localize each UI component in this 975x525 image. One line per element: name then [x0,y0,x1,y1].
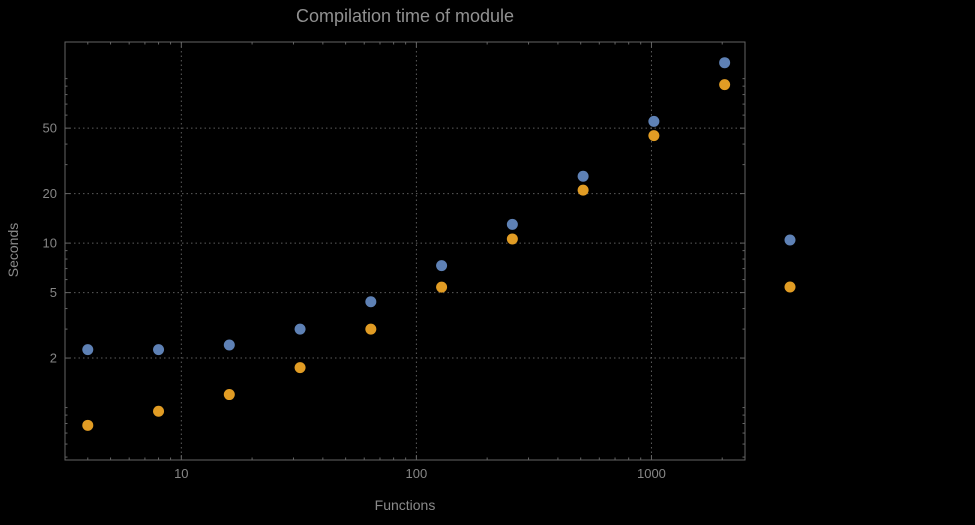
chart-title: Compilation time of module [295,6,515,26]
legend-marker-series-2 [784,281,796,293]
x-tick-label: 100 [406,466,428,481]
x-axis-label: Functions [374,497,436,513]
plot-frame [64,41,746,461]
data-point-series-1 [719,57,731,69]
data-point-series-1 [223,339,235,351]
data-point-series-1 [577,170,589,182]
data-point-series-1 [436,260,448,272]
data-point-series-1 [365,296,377,308]
y-tick-label: 20 [43,186,57,201]
data-point-series-2 [294,362,306,374]
data-point-series-2 [436,281,448,293]
data-point-series-2 [506,233,518,245]
y-tick-label: 50 [43,121,57,136]
legend-marker-series-1 [784,234,796,246]
data-point-series-1 [648,115,660,127]
data-point-series-1 [294,323,306,335]
x-tick-label: 1000 [637,466,666,481]
data-point-series-1 [506,218,518,230]
y-tick-label: 10 [43,236,57,251]
y-tick-label: 2 [50,351,57,366]
x-tick-label: 10 [174,466,188,481]
data-point-series-2 [577,184,589,196]
data-point-series-2 [223,389,235,401]
data-point-series-2 [82,419,94,431]
data-point-series-2 [153,405,165,417]
data-point-series-1 [82,344,94,356]
data-point-series-1 [153,344,165,356]
y-tick-label: 5 [50,285,57,300]
data-point-series-2 [719,79,731,91]
data-point-series-2 [365,323,377,335]
data-point-series-2 [648,130,660,142]
